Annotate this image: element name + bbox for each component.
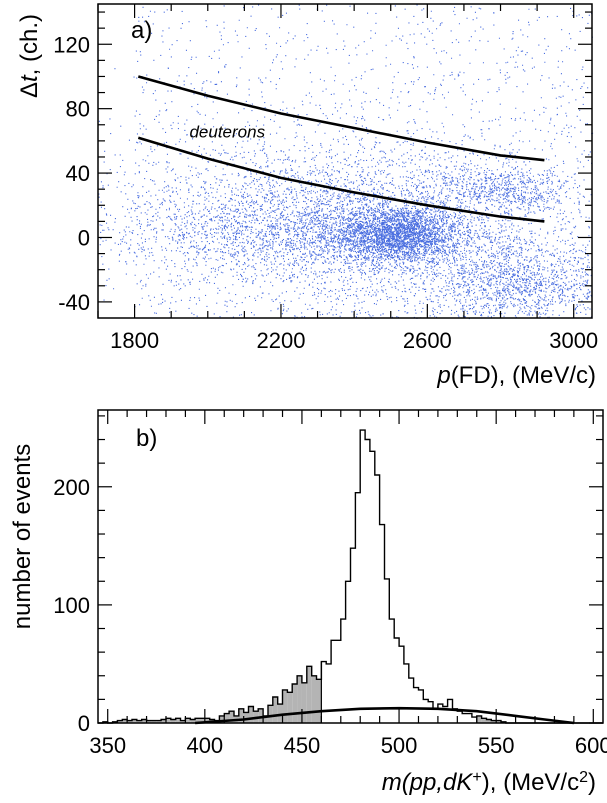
histogram-panel: 350 400 450 500 550 600 0 100 200 b) m(pp,dK+),… bbox=[9, 409, 607, 797]
plot-frame bbox=[97, 409, 604, 724]
shaded-bin bbox=[267, 705, 273, 723]
x-tick-label: 400 bbox=[186, 733, 223, 758]
panel-label: a) bbox=[131, 17, 152, 44]
x-axis-title-var: m bbox=[382, 769, 402, 796]
x-axis-title-var: p bbox=[436, 362, 450, 389]
panel-label: b) bbox=[136, 425, 157, 452]
shaded-bin bbox=[297, 675, 302, 723]
x-tick-label: 1800 bbox=[110, 328, 159, 353]
shaded-bin bbox=[146, 720, 152, 723]
y-axis-title: number of events bbox=[9, 444, 36, 629]
shaded-background-bins bbox=[102, 661, 506, 723]
shaded-bin bbox=[238, 708, 244, 723]
y-axis-title-rest: , (ch.) bbox=[16, 14, 43, 75]
shaded-bin bbox=[229, 711, 234, 723]
y-axis-title-delta: Δ bbox=[16, 82, 43, 98]
axis-ticks bbox=[97, 4, 592, 318]
scatter-points bbox=[98, 4, 594, 320]
scatter-point-cloud bbox=[98, 4, 594, 320]
x-axis-title-close: ) bbox=[588, 769, 596, 796]
y-tick-label: 0 bbox=[78, 225, 90, 250]
shaded-bin bbox=[258, 708, 264, 723]
shaded-bin bbox=[301, 682, 307, 723]
plot-frame bbox=[97, 3, 593, 319]
x-tick-labels: 350 400 450 500 550 600 bbox=[89, 733, 607, 758]
shaded-bin bbox=[243, 712, 249, 723]
x-axis-title-args: (pp,dK bbox=[402, 769, 474, 796]
shaded-bin bbox=[161, 719, 166, 723]
shaded-bin bbox=[165, 718, 171, 723]
cut-curves bbox=[137, 75, 545, 223]
shaded-bin bbox=[277, 704, 283, 723]
shaded-bin bbox=[248, 706, 254, 723]
shaded-bin bbox=[311, 675, 317, 723]
y-tick-label: -40 bbox=[58, 290, 90, 315]
shaded-bin bbox=[204, 718, 210, 723]
axis-ticks bbox=[98, 410, 603, 724]
y-tick-label: 80 bbox=[66, 97, 90, 122]
shaded-bin bbox=[272, 697, 278, 723]
shaded-bin bbox=[491, 720, 497, 723]
shaded-bin bbox=[481, 718, 487, 723]
shaded-bin bbox=[306, 666, 312, 723]
shaded-bin bbox=[282, 689, 288, 723]
shaded-bin bbox=[496, 720, 502, 723]
x-tick-label: 450 bbox=[284, 733, 321, 758]
shaded-bin bbox=[199, 718, 205, 723]
shaded-bin bbox=[180, 720, 186, 723]
x-axis-title-rest: (FD), (MeV/c) bbox=[451, 362, 596, 389]
shaded-bin bbox=[190, 719, 196, 723]
x-axis-title-sup: + bbox=[472, 769, 481, 786]
shaded-bin bbox=[141, 719, 147, 723]
x-axis-title: p(FD), (MeV/c) bbox=[436, 362, 596, 389]
shaded-bin bbox=[287, 692, 293, 723]
x-axis-title-sup2: 2 bbox=[579, 769, 588, 786]
y-axis-title-var: t bbox=[16, 74, 43, 82]
shaded-bin bbox=[486, 719, 492, 723]
background-fit-curve bbox=[195, 706, 575, 725]
shaded-bin bbox=[263, 715, 268, 723]
shaded-bin bbox=[156, 720, 162, 723]
x-tick-label: 2600 bbox=[403, 328, 452, 353]
shaded-bin bbox=[175, 718, 181, 723]
shaded-bin bbox=[151, 720, 157, 723]
shaded-bin bbox=[224, 713, 230, 723]
y-tick-labels: 0 100 200 bbox=[53, 475, 90, 736]
shaded-bin bbox=[185, 718, 191, 723]
x-tick-label: 500 bbox=[381, 733, 418, 758]
shaded-bin bbox=[131, 719, 137, 723]
y-tick-labels: -40 0 40 80 120 bbox=[53, 32, 90, 315]
lower-cut-curve bbox=[137, 136, 545, 223]
y-tick-label: 100 bbox=[53, 593, 90, 618]
shaded-bin bbox=[122, 719, 128, 723]
x-axis-title-units: ), (MeV/c bbox=[482, 769, 579, 796]
x-tick-labels: 1800 2200 2600 3000 bbox=[110, 328, 598, 353]
shaded-bin bbox=[292, 684, 298, 723]
shaded-bin bbox=[476, 715, 482, 723]
x-tick-label: 350 bbox=[89, 733, 126, 758]
upper-cut-curve bbox=[137, 75, 545, 162]
x-tick-label: 550 bbox=[478, 733, 515, 758]
y-tick-label: 200 bbox=[53, 475, 90, 500]
x-tick-label: 3000 bbox=[549, 328, 598, 353]
histogram-outline bbox=[98, 429, 603, 724]
y-tick-label: 40 bbox=[66, 161, 90, 186]
x-tick-label: 2200 bbox=[256, 328, 305, 353]
shaded-bin bbox=[127, 720, 132, 723]
x-axis-title: m(pp,dK+), (MeV/c2) bbox=[382, 769, 596, 797]
scatter-panel: 1800 2200 2600 3000 -40 0 40 80 120 a) deuteron… bbox=[16, 3, 598, 389]
shaded-bin bbox=[117, 720, 123, 723]
shaded-bin bbox=[170, 719, 176, 723]
y-axis-title: Δt, (ch.) bbox=[16, 14, 43, 98]
shaded-bin bbox=[195, 718, 200, 723]
x-tick-label: 600 bbox=[575, 733, 607, 758]
shaded-bin bbox=[316, 679, 322, 723]
shaded-bin bbox=[136, 720, 142, 723]
y-tick-label: 120 bbox=[53, 32, 90, 57]
y-tick-label: 0 bbox=[78, 711, 90, 736]
shaded-bin bbox=[219, 715, 225, 723]
deuterons-annotation: deuterons bbox=[189, 123, 265, 142]
